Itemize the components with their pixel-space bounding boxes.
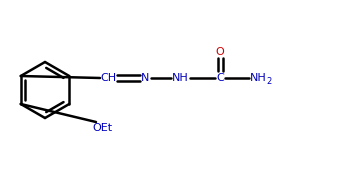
Text: C: C [216, 73, 224, 83]
Text: NH: NH [250, 73, 266, 83]
Text: O: O [216, 47, 224, 57]
Text: NH: NH [172, 73, 188, 83]
Text: CH: CH [100, 73, 116, 83]
Text: 2: 2 [266, 78, 272, 87]
Text: OEt: OEt [92, 123, 112, 133]
Text: N: N [141, 73, 149, 83]
